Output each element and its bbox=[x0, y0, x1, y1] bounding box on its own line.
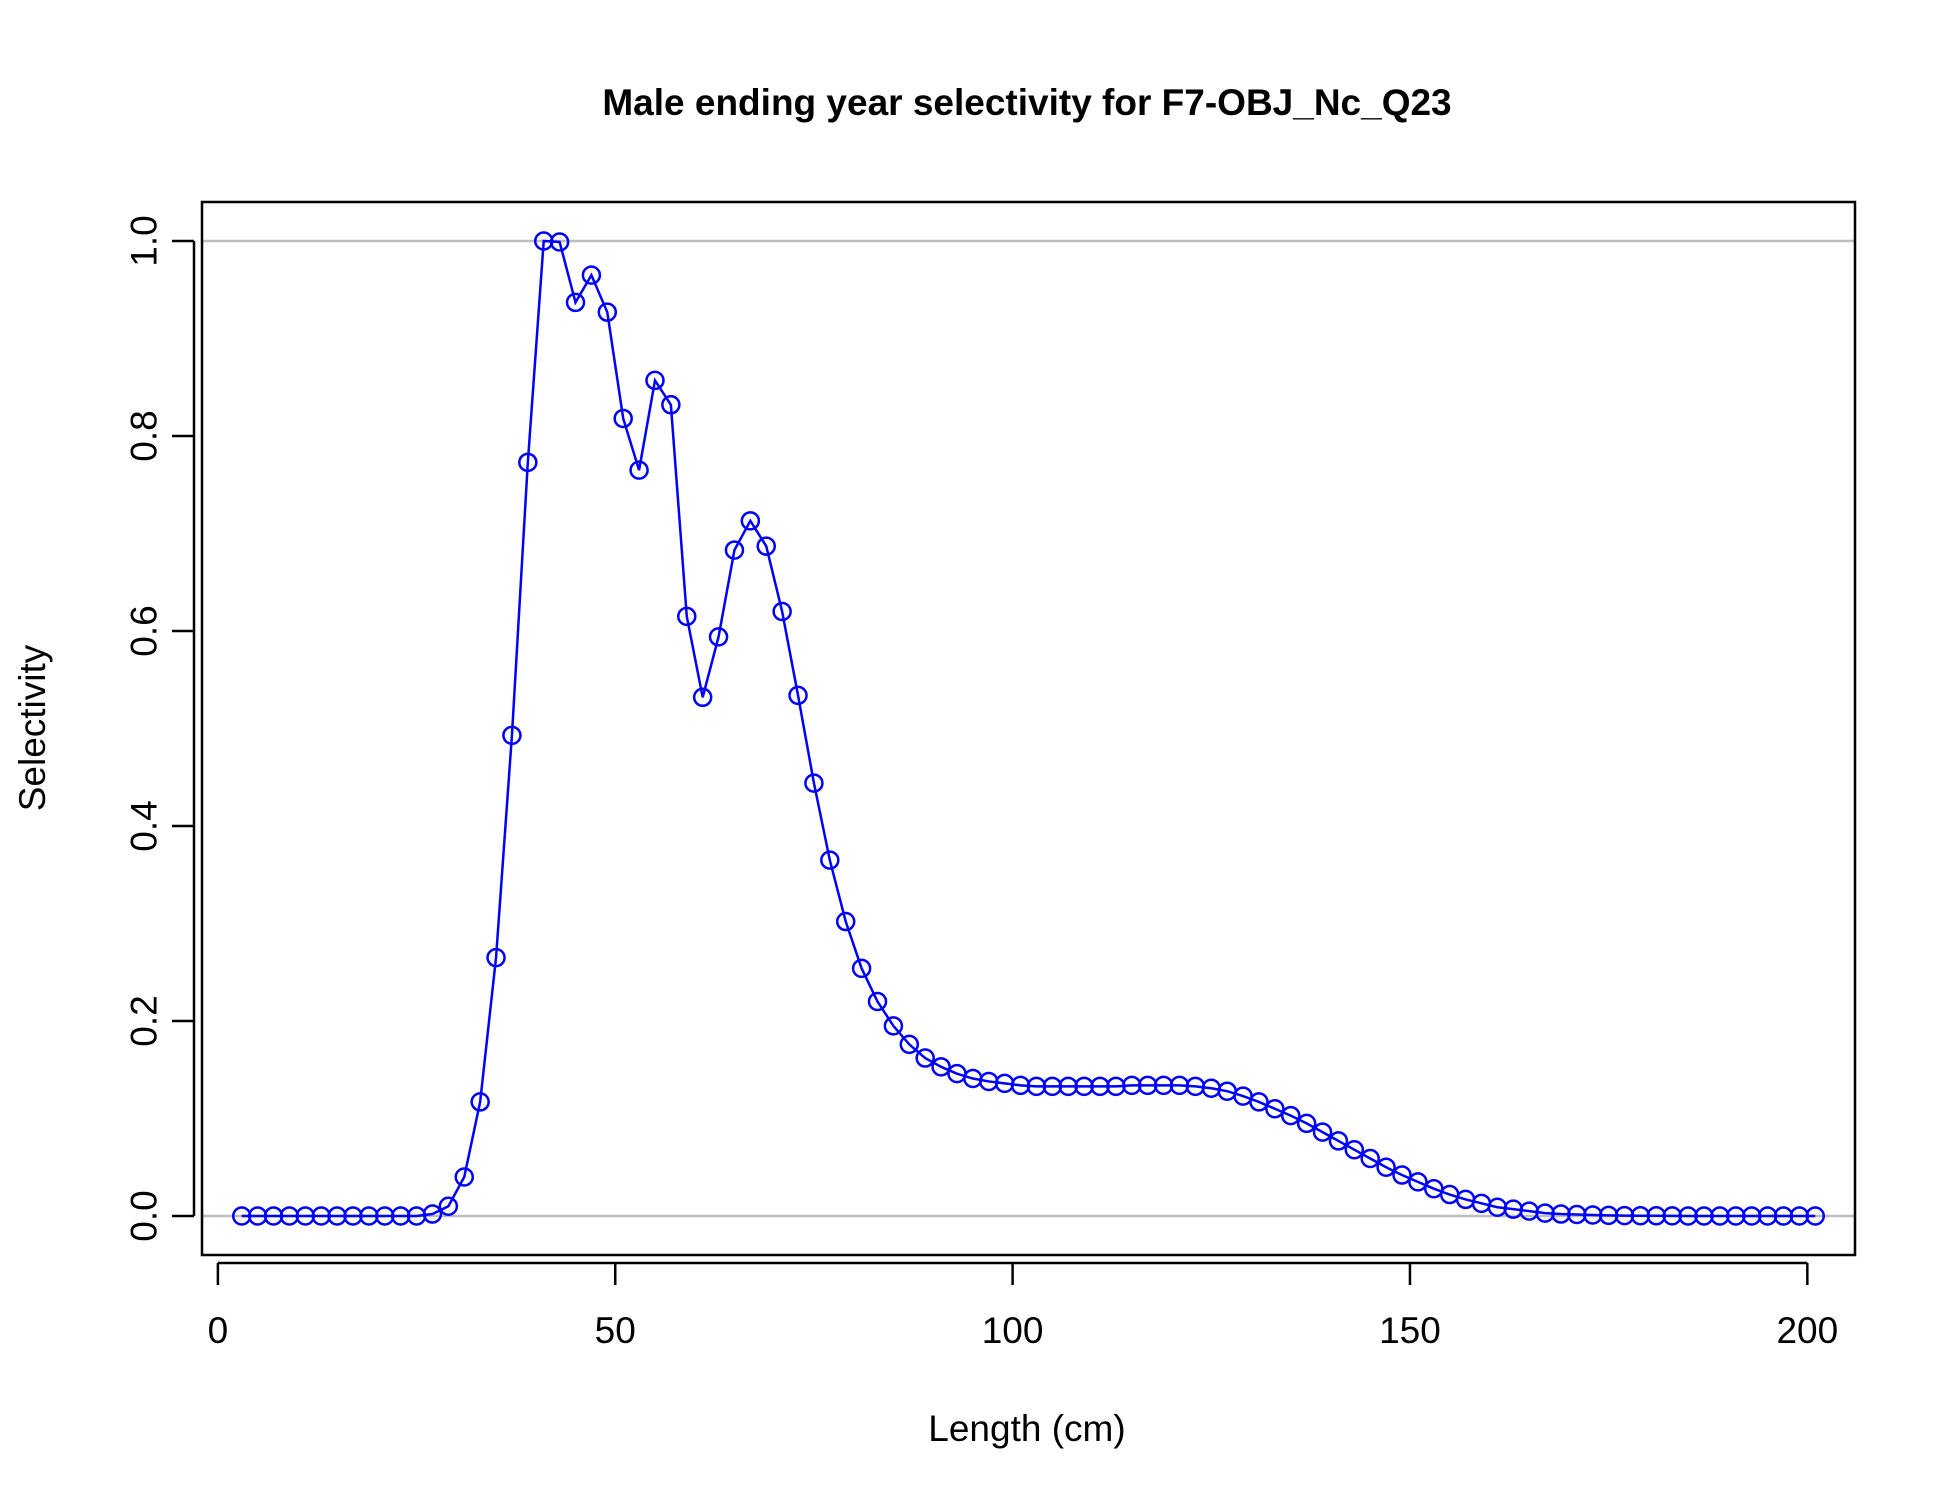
reference-lines bbox=[202, 239, 1855, 1218]
data-point bbox=[1328, 1131, 1349, 1151]
y-axis: 0.0 0.2 0.4 0.6 0.8 1.0 bbox=[124, 215, 196, 1242]
series-group bbox=[231, 231, 1826, 1226]
plot-frame bbox=[200, 200, 1857, 1257]
data-point bbox=[867, 991, 888, 1012]
data-point bbox=[677, 606, 697, 627]
y-tick-label: 0.0 bbox=[124, 1190, 165, 1241]
data-point bbox=[518, 452, 538, 473]
data-point bbox=[1805, 1206, 1826, 1226]
data-point bbox=[549, 232, 570, 252]
data-point bbox=[740, 511, 761, 531]
data-point bbox=[788, 685, 808, 706]
data-point bbox=[1344, 1139, 1365, 1160]
x-axis-label: Length (cm) bbox=[928, 1408, 1125, 1449]
data-point bbox=[1376, 1157, 1396, 1177]
chart-title: Male ending year selectivity for F7-OBJ_… bbox=[602, 82, 1451, 123]
series-line bbox=[241, 239, 1816, 1218]
data-point bbox=[851, 958, 872, 979]
data-point bbox=[1249, 1092, 1269, 1112]
data-point bbox=[645, 370, 665, 391]
data-point bbox=[835, 911, 856, 932]
data-point bbox=[581, 265, 602, 285]
data-point bbox=[899, 1034, 920, 1055]
data-point bbox=[1360, 1148, 1380, 1169]
data-point bbox=[915, 1048, 935, 1068]
data-point bbox=[1296, 1113, 1317, 1134]
data-point bbox=[629, 460, 649, 480]
data-point bbox=[708, 627, 729, 647]
data-point bbox=[486, 947, 506, 968]
x-tick-label: 150 bbox=[1379, 1310, 1441, 1351]
y-axis-label: Selectivity bbox=[12, 644, 53, 811]
data-point bbox=[613, 408, 633, 429]
data-point bbox=[931, 1057, 951, 1077]
data-point bbox=[438, 1196, 459, 1216]
data-point bbox=[692, 687, 713, 708]
x-tick-label: 200 bbox=[1776, 1310, 1838, 1351]
data-point bbox=[724, 540, 745, 560]
y-tick-label: 1.0 bbox=[124, 215, 165, 266]
data-point bbox=[470, 1092, 490, 1112]
data-point bbox=[1265, 1099, 1285, 1119]
data-point bbox=[422, 1204, 443, 1224]
y-tick-label: 0.8 bbox=[124, 410, 165, 461]
data-point bbox=[804, 773, 824, 793]
data-point bbox=[1312, 1122, 1333, 1142]
data-point bbox=[502, 725, 522, 746]
x-axis: 0 50 100 150 200 bbox=[208, 1261, 1838, 1351]
data-point bbox=[454, 1167, 475, 1187]
y-tick-label: 0.6 bbox=[124, 605, 165, 656]
x-tick-label: 100 bbox=[982, 1310, 1044, 1351]
data-point bbox=[772, 601, 792, 622]
data-point bbox=[883, 1016, 904, 1036]
data-point bbox=[756, 536, 776, 556]
data-point bbox=[1408, 1172, 1428, 1192]
x-tick-label: 50 bbox=[595, 1310, 636, 1351]
data-point bbox=[565, 292, 586, 313]
data-point bbox=[661, 395, 681, 415]
data-point bbox=[1281, 1105, 1301, 1126]
data-point bbox=[597, 302, 618, 322]
x-tick-label: 0 bbox=[208, 1310, 229, 1351]
y-tick-label: 0.2 bbox=[124, 995, 165, 1046]
data-point bbox=[820, 850, 840, 870]
y-tick-label: 0.4 bbox=[124, 800, 165, 851]
data-point bbox=[1392, 1165, 1412, 1185]
